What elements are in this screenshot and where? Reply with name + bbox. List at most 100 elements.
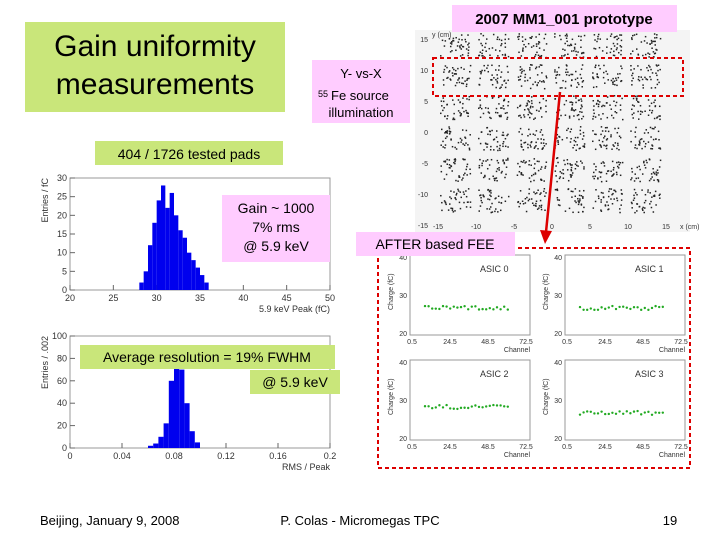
scatter-dot <box>581 118 583 120</box>
scatter-dot <box>582 197 584 199</box>
scatter-dot <box>576 86 578 88</box>
scatter-dot <box>487 107 489 110</box>
scatter-dot <box>504 86 507 89</box>
scatter-dot <box>647 189 649 191</box>
scatter-dot <box>479 194 481 197</box>
scatter-dot <box>529 69 531 71</box>
scatter-dot <box>545 143 547 145</box>
scatter-dot <box>558 136 561 138</box>
scatter-dot <box>597 38 599 40</box>
scatter-dot <box>599 144 601 146</box>
scatter-dot <box>529 87 532 90</box>
scatter-dot <box>578 147 581 150</box>
scatter-dot <box>615 77 617 79</box>
scatter-dot <box>612 42 615 45</box>
scatter-dot <box>481 49 484 52</box>
scatter-dot <box>502 105 505 107</box>
asic-dot <box>427 405 430 408</box>
scatter-dot <box>521 133 523 136</box>
asic-dot <box>614 307 618 311</box>
scatter-dot <box>479 70 482 73</box>
scatter-dot <box>533 147 536 149</box>
scatter-dot <box>581 138 584 140</box>
scatter-dot <box>613 95 616 97</box>
scatter-dot <box>651 42 653 44</box>
asic-y-tick: 20 <box>554 436 562 443</box>
scatter-dot <box>462 191 465 193</box>
x-tick-label: 45 <box>282 293 292 303</box>
scatter-dot <box>555 188 557 191</box>
scatter-x-tick: 0 <box>550 224 554 231</box>
asic-y-tick: 40 <box>399 360 407 367</box>
scatter-dot <box>493 177 495 180</box>
scatter-dot <box>599 171 602 174</box>
scatter-dot <box>448 159 451 161</box>
scatter-dot <box>560 114 562 117</box>
scatter-dot <box>527 135 529 137</box>
scatter-dot <box>571 196 573 198</box>
scatter-dot <box>565 71 567 74</box>
scatter-dot <box>482 194 484 196</box>
scatter-dot <box>649 126 652 129</box>
scatter-dot <box>519 202 522 205</box>
scatter-dot <box>615 171 618 174</box>
scatter-dot <box>579 126 582 128</box>
scatter-dot <box>503 108 505 110</box>
scatter-dot <box>535 66 538 68</box>
scatter-dot <box>559 204 561 207</box>
scatter-dot <box>644 193 647 196</box>
scatter-dot <box>578 83 580 86</box>
scatter-dot <box>595 86 598 88</box>
scatter-dot <box>522 149 525 151</box>
asic-label: ASIC 0 <box>480 264 509 274</box>
footer-left: Beijing, January 9, 2008 <box>40 513 179 528</box>
scatter-dot <box>524 162 526 164</box>
scatter-dot <box>642 206 644 209</box>
scatter-dot <box>649 76 651 78</box>
scatter-dot <box>466 163 469 166</box>
scatter-dot <box>655 64 658 66</box>
scatter-dot <box>582 196 584 198</box>
scatter-dot <box>572 211 574 214</box>
scatter-dot <box>490 145 492 148</box>
scatter-dot <box>519 69 522 71</box>
scatter-dot <box>449 51 452 53</box>
asic-dot <box>456 306 459 309</box>
scatter-dot <box>500 202 503 204</box>
scatter-dot <box>647 52 649 54</box>
scatter-dot <box>637 177 640 179</box>
scatter-dot <box>652 171 655 174</box>
scatter-dot <box>487 133 489 136</box>
scatter-dot <box>452 39 454 42</box>
scatter-dot <box>444 132 446 134</box>
scatter-dot <box>519 165 521 168</box>
scatter-dot <box>572 109 574 111</box>
scatter-dot <box>633 34 636 36</box>
scatter-dot <box>595 165 597 168</box>
scatter-dot <box>605 139 608 141</box>
asic-dot <box>459 406 463 410</box>
asic-dot <box>485 308 488 311</box>
scatter-dot <box>574 188 577 190</box>
scatter-dot <box>604 205 607 207</box>
scatter-dot <box>499 50 501 52</box>
scatter-dot <box>524 80 526 82</box>
scatter-dot <box>658 194 661 197</box>
scatter-dot <box>491 64 493 67</box>
scatter-dot <box>573 109 575 112</box>
scatter-dot <box>459 45 461 47</box>
asic-dot <box>506 405 509 408</box>
scatter-dot <box>636 166 639 169</box>
asic-dot <box>495 306 499 309</box>
asic-dot <box>503 405 506 408</box>
scatter-dot <box>478 189 480 191</box>
scatter-dot <box>592 77 595 80</box>
scatter-dot <box>522 47 524 49</box>
scatter-dot <box>581 105 583 108</box>
scatter-dot <box>488 198 491 201</box>
asic-x-tick: 72.5 <box>519 339 533 346</box>
scatter-dot <box>567 44 569 47</box>
hist-bar <box>152 222 157 290</box>
scatter-dot <box>528 188 531 190</box>
